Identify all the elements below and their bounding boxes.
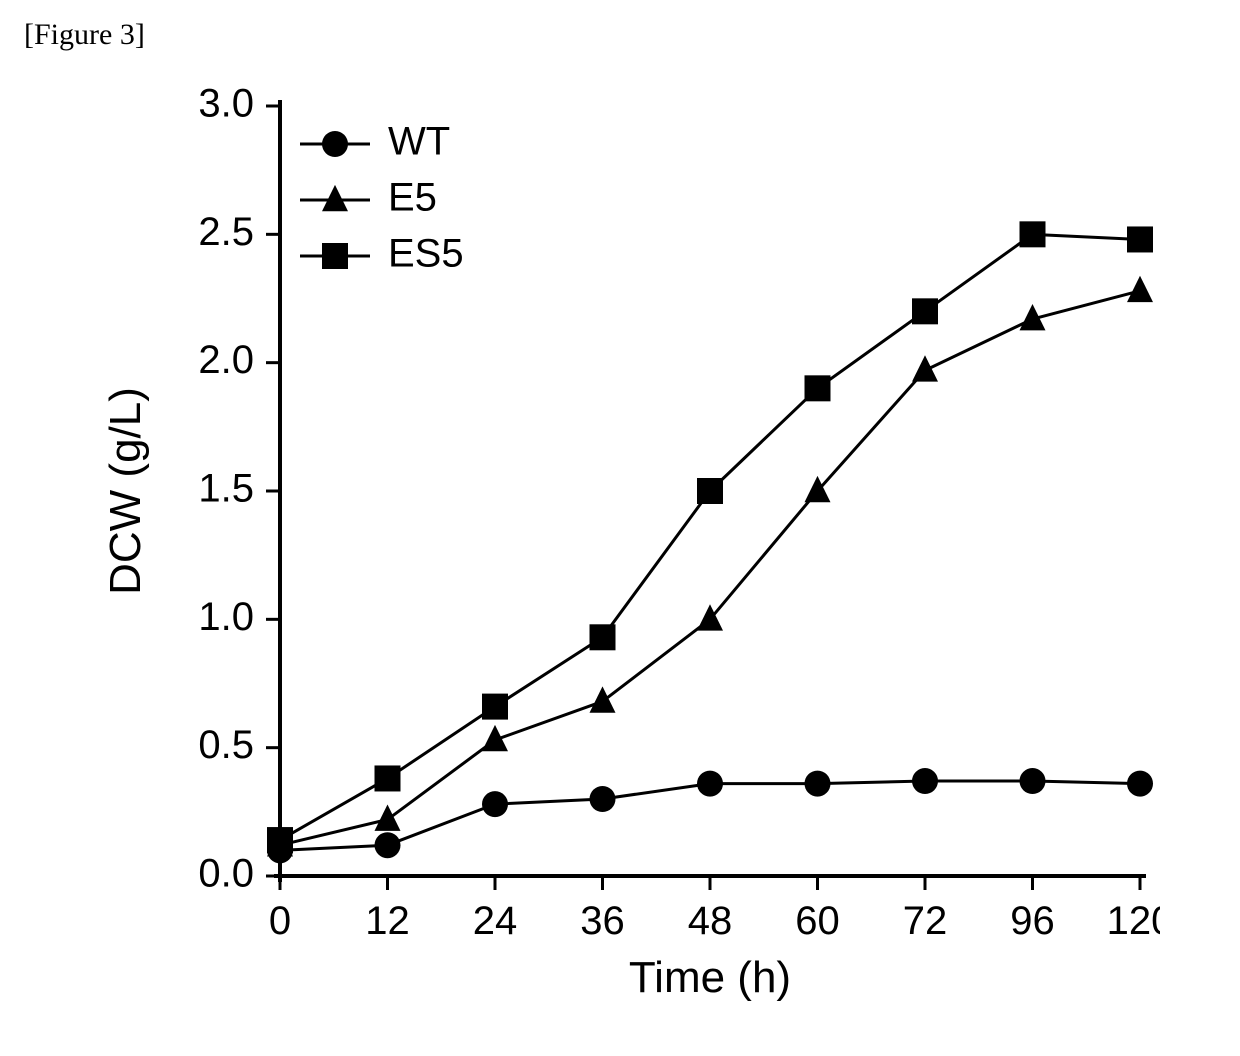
svg-text:WT: WT — [388, 120, 450, 164]
svg-text:E5: E5 — [388, 176, 437, 220]
growth-chart: 0.0 0.5 1.0 1.5 2.0 2.5 3.0 0 12 24 36 48 60 72 96 120 D… — [80, 76, 1160, 1016]
svg-text:2.5: 2.5 — [198, 210, 254, 254]
svg-text:96: 96 — [1010, 899, 1055, 943]
legend: WT E5 ES5 — [300, 120, 464, 276]
svg-text:1.0: 1.0 — [198, 595, 254, 639]
svg-text:2.0: 2.0 — [198, 338, 254, 382]
svg-text:3.0: 3.0 — [198, 82, 254, 126]
svg-text:0.0: 0.0 — [198, 852, 254, 896]
chart-svg: 0.0 0.5 1.0 1.5 2.0 2.5 3.0 0 12 24 36 48 60 72 96 120 D… — [80, 76, 1160, 1016]
svg-text:0: 0 — [269, 899, 291, 943]
svg-text:72: 72 — [903, 899, 948, 943]
svg-text:12: 12 — [365, 899, 410, 943]
svg-text:DCW (g/L): DCW (g/L) — [101, 387, 150, 595]
svg-text:36: 36 — [580, 899, 625, 943]
svg-text:48: 48 — [688, 899, 733, 943]
svg-text:24: 24 — [473, 899, 518, 943]
svg-text:1.5: 1.5 — [198, 467, 254, 511]
svg-text:Time (h): Time (h) — [629, 953, 791, 1002]
svg-text:0.5: 0.5 — [198, 723, 254, 767]
page: [Figure 3] 0.0 0.5 1.0 1.5 2.0 2.5 3.0 0 12 24 36 4… — [0, 0, 1240, 1056]
figure-label: [Figure 3] — [24, 18, 145, 52]
svg-text:120: 120 — [1107, 899, 1160, 943]
svg-text:60: 60 — [795, 899, 840, 943]
svg-text:ES5: ES5 — [388, 232, 464, 276]
